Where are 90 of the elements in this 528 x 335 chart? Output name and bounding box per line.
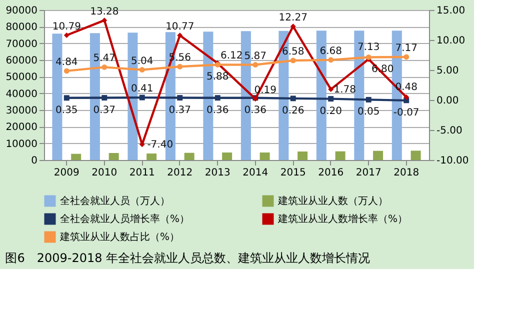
y-tick-label: 10000 [6, 138, 38, 150]
bar [146, 154, 157, 160]
bar [410, 150, 421, 160]
x-tick-label: 2013 [204, 168, 230, 178]
data-label: 6.58 [282, 46, 304, 58]
y2-tick-label: 5.00 [436, 66, 459, 76]
data-label: 0.26 [282, 105, 304, 116]
x-tick-label: 2012 [167, 168, 193, 178]
data-label: 7.13 [357, 42, 380, 54]
point [102, 95, 108, 101]
y-tick-label: 0 [31, 156, 38, 166]
data-label: 5.88 [206, 72, 229, 83]
x-tick-label: 2016 [318, 168, 344, 178]
point [139, 94, 145, 100]
data-label: 5.87 [244, 50, 267, 62]
y-tick-label: 90000 [6, 6, 38, 16]
bar [108, 153, 119, 160]
point [177, 64, 183, 70]
point [328, 86, 334, 92]
point [252, 62, 258, 68]
bar [260, 152, 270, 160]
y2-tick-label: 10.00 [436, 36, 466, 46]
x-tick-label: 2015 [280, 168, 306, 178]
point [328, 57, 334, 63]
point [139, 67, 145, 72]
y-tick-label: 70000 [6, 38, 38, 50]
data-label: 5.04 [131, 56, 154, 67]
point [64, 95, 70, 101]
point [404, 94, 410, 100]
y-tick-label: 80000 [6, 22, 38, 34]
y-tick-label: 30000 [6, 106, 38, 116]
x-tick-label: 2010 [92, 168, 118, 178]
y-tick-label: 60000 [6, 56, 38, 66]
legend-label: 建筑业从业人数增长率（%） [277, 213, 408, 225]
bar [373, 150, 384, 160]
data-label: 0.37 [168, 104, 192, 116]
data-label: 12.27 [278, 12, 308, 24]
y-tick-label: 40000 [6, 88, 38, 100]
bar [222, 152, 232, 160]
x-tick-label: 2017 [356, 168, 382, 178]
point [366, 96, 372, 102]
point [64, 32, 70, 38]
x-tick-label: 2011 [129, 168, 155, 178]
legend-label: 建筑业从业人数占比（%） [59, 231, 180, 243]
legend-label: 全社会就业人员（万人） [60, 195, 170, 207]
point [404, 54, 410, 60]
point [290, 24, 296, 30]
point [102, 64, 108, 70]
y2-tick-label: -5.00 [436, 126, 462, 136]
data-label: 0.37 [93, 104, 116, 116]
point [177, 32, 183, 38]
point [214, 95, 220, 101]
point [102, 18, 108, 24]
data-label: -7.40 [147, 139, 174, 150]
x-tick-label: 2009 [54, 168, 80, 178]
point [177, 95, 183, 101]
data-label: 4.84 [56, 56, 78, 68]
legend-label: 全社会就业人员增长率（%） [60, 213, 190, 225]
y2-tick-label: 0.00 [436, 96, 459, 106]
bar [335, 151, 346, 160]
data-label: 1.78 [334, 84, 356, 96]
x-tick-label: 2018 [394, 168, 420, 178]
data-label: 6.68 [320, 46, 342, 57]
data-label: 0.35 [56, 104, 78, 116]
x-tick-label: 2014 [242, 168, 268, 178]
y-tick-label: 50000 [6, 72, 38, 84]
data-label: 10.79 [52, 21, 81, 32]
data-label: -0.07 [393, 107, 420, 118]
data-label: 7.17 [395, 42, 418, 54]
data-label: 5.47 [93, 53, 116, 64]
data-label: 0.05 [357, 106, 380, 118]
y-tick-label: 20000 [6, 122, 38, 134]
data-label: 6.12 [220, 50, 243, 62]
data-label: 0.20 [320, 106, 342, 117]
bar [71, 154, 82, 160]
bar [184, 152, 194, 160]
data-label: 10.77 [166, 21, 194, 32]
data-label: 13.28 [90, 6, 119, 18]
data-label: 0.41 [131, 84, 154, 95]
point [290, 58, 296, 64]
legend-label: 建筑业从业人数（万人） [277, 195, 388, 207]
y2-tick-label: 15.00 [436, 6, 466, 16]
y2-tick-label: -10.00 [436, 156, 469, 166]
text: 图6 2009-2018 年全社会就业人员总数、建筑业从业人数增长情况 [5, 251, 370, 265]
data-label: 0.36 [206, 104, 229, 116]
bar [298, 152, 308, 160]
data-label: 0.36 [244, 104, 267, 116]
point [290, 96, 296, 102]
point [64, 68, 70, 74]
point [328, 96, 334, 102]
